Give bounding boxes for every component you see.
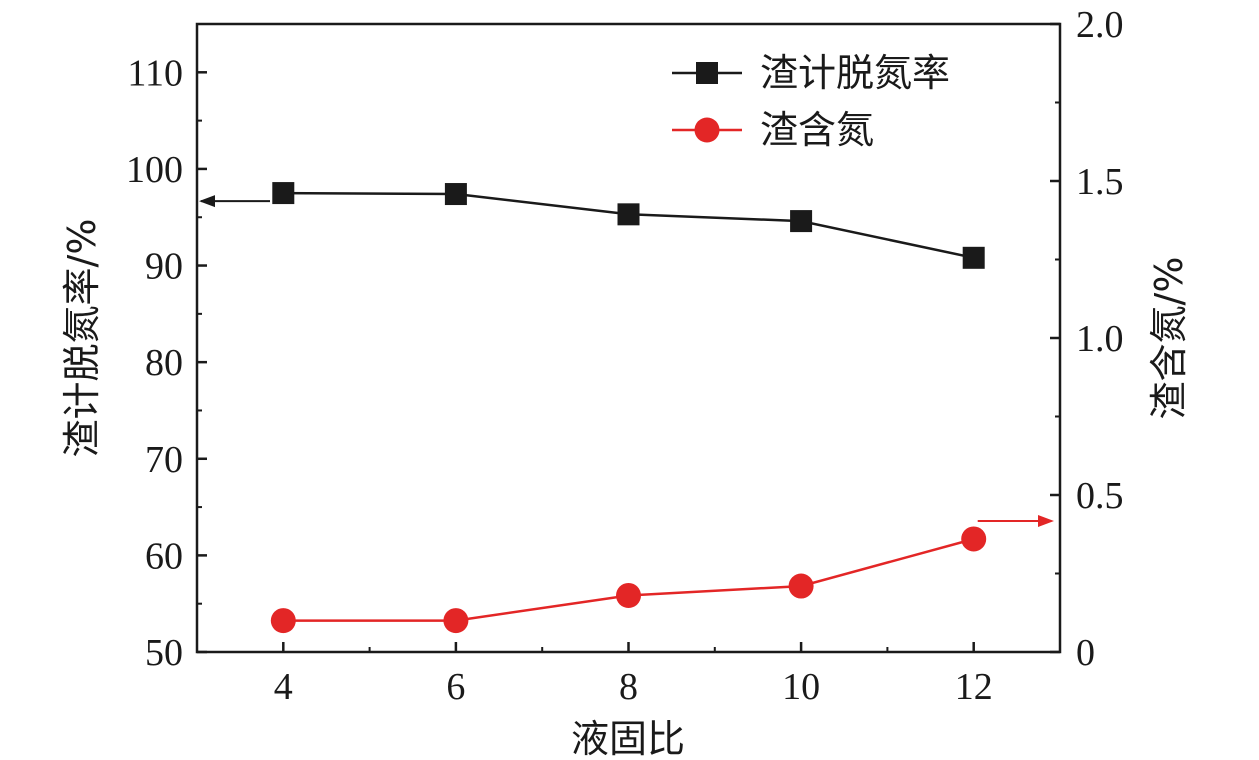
- series-2-point-x8: [616, 582, 641, 608]
- right-y-tick-label-2.0: 2.0: [1076, 4, 1124, 46]
- axis-ticks: [196, 22, 1061, 654]
- legend-marker-series-2: [694, 117, 720, 143]
- left-y-tick-label-80: 80: [145, 342, 183, 384]
- right-y-tick-label-1.0: 1.0: [1076, 318, 1124, 360]
- x-axis-title: 液固比: [571, 717, 685, 760]
- right-y-axis-title: 渣含氮/%: [1147, 257, 1191, 420]
- left-y-tick-label-100: 100: [126, 149, 183, 191]
- series-1-point-x6: [444, 183, 467, 206]
- legend-marker-series-1: [696, 62, 718, 84]
- series-1-point-x8: [617, 203, 640, 226]
- axis-indicator-arrows: [199, 195, 1054, 527]
- series-line-2: [283, 537, 975, 622]
- series-1-point-x4: [272, 182, 295, 205]
- left-y-axis-title: 渣计脱氮率/%: [60, 219, 104, 458]
- right-y-tick-label-1.5: 1.5: [1076, 161, 1124, 203]
- series-line-1: [283, 191, 974, 260]
- x-tick-label-4: 4: [274, 666, 293, 708]
- series-1-point-x12: [962, 246, 985, 269]
- left-y-tick-label-110: 110: [127, 52, 183, 94]
- legend-label-series-2: 渣含氮: [760, 108, 874, 152]
- left-y-tick-label-70: 70: [145, 439, 183, 481]
- series-2-point-x6: [443, 608, 469, 634]
- series-lines: [283, 191, 975, 622]
- legend-label-series-1: 渣计脱氮率: [760, 51, 950, 95]
- x-tick-label-8: 8: [619, 666, 638, 708]
- left-y-tick-label-50: 50: [145, 632, 183, 674]
- right-y-tick-label-0: 0: [1076, 632, 1095, 674]
- series-2-point-x12: [961, 526, 987, 552]
- left-y-tick-label-60: 60: [145, 535, 183, 577]
- x-tick-label-6: 6: [446, 666, 465, 708]
- series-markers: [270, 182, 987, 634]
- axis-tick-labels: 4 6 8 10 12 50 60 70 80 90 100 110 0 0.5 1.0 1.5 2.0: [126, 4, 1124, 708]
- series-2-point-x4: [270, 608, 296, 634]
- legend: 渣计脱氮率 渣含氮: [672, 51, 950, 152]
- left-axis-arrow-head: [199, 195, 215, 208]
- left-y-tick-label-90: 90: [145, 246, 183, 288]
- right-y-tick-label-0.5: 0.5: [1076, 475, 1124, 517]
- series-2-point-x10: [788, 573, 814, 599]
- right-axis-arrow-head: [1038, 514, 1054, 527]
- x-tick-label-10: 10: [782, 666, 820, 708]
- series-1-point-x10: [790, 210, 813, 233]
- x-tick-label-12: 12: [955, 666, 993, 708]
- plot-frame: [195, 22, 1062, 654]
